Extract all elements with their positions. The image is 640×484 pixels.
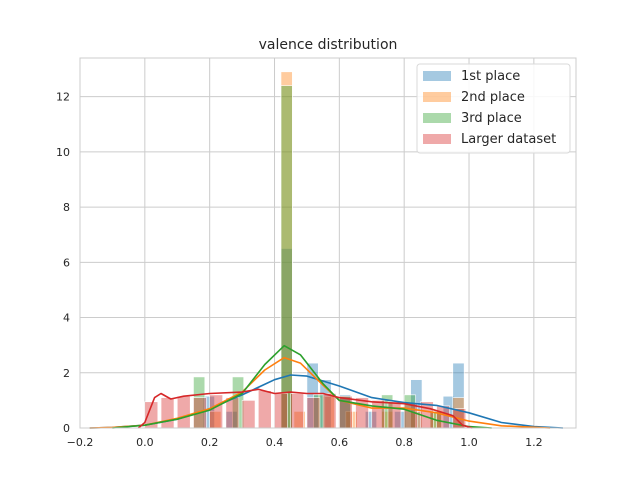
histogram-bar-series-4 [290,393,304,429]
y-tick-label: 4 [63,312,70,325]
kde-line-series-4 [137,388,473,429]
histogram-bar-series-4 [209,394,223,429]
histogram-bar-series-4 [160,397,175,429]
histogram-bar-series-4 [274,393,288,429]
legend-swatch [423,71,451,81]
legend: 1st place 2nd place 3rd place Larger datase… [416,63,571,154]
kde-line-series-3 [112,344,492,429]
y-tick-label: 12 [56,91,70,104]
histogram-bar-series-4 [176,395,191,429]
x-tick-label: 1.2 [525,436,543,449]
x-tick-label: 0.2 [201,436,219,449]
histogram-bar-series-4 [258,390,272,429]
y-tick-label: 0 [63,422,70,435]
histogram-bar-series-4 [436,405,450,429]
x-tick-label: 0.4 [266,436,284,449]
legend-swatch [423,113,451,123]
y-axis-ticks: 0 2 4 6 8 10 12 [56,91,70,435]
y-tick-label: 2 [63,367,70,380]
legend-label: 3rd place [461,111,522,126]
x-axis-ticks: −0.2 0.0 0.2 0.4 0.6 0.8 1.0 1.2 [67,436,543,449]
legend-label: 2nd place [461,90,525,105]
histogram-bar-series-4 [225,397,240,429]
histogram-bar-series-4 [387,401,402,429]
legend-label: 1st place [461,69,520,84]
y-tick-label: 10 [56,146,70,159]
x-tick-label: 1.0 [460,436,478,449]
legend-box [416,63,571,154]
x-tick-label: 0.8 [395,436,413,449]
histogram-bar-series-4 [403,402,418,429]
histogram-bar-series-4 [241,400,256,429]
kde-curves [89,344,564,429]
histogram-bar-series-4 [355,397,369,429]
histogram-bar-series-4 [306,397,321,429]
x-tick-label: 0.6 [331,436,349,449]
legend-label: Larger dataset [461,132,556,147]
y-tick-label: 8 [63,201,70,214]
y-tick-label: 6 [63,256,70,269]
legend-swatch [423,134,451,144]
plot-frame [79,57,577,429]
histogram-bar-series-4 [371,400,386,429]
x-tick-label: −0.2 [67,436,94,449]
chart-title: valence distribution [259,37,398,53]
x-tick-label: 0.0 [136,436,154,449]
histogram-bar-series-4 [322,393,337,429]
legend-swatch [423,92,451,102]
